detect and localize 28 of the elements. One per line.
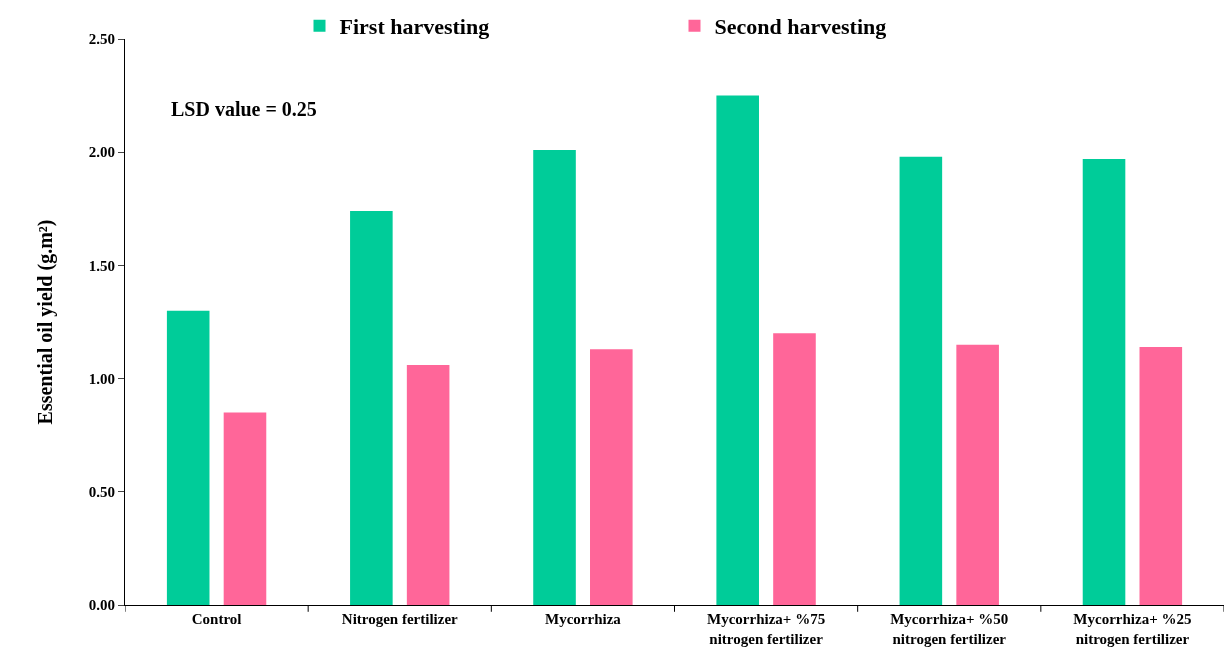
x-tick-label: Mycorrhiza+ %75 nitrogen fertilizer [707, 611, 826, 647]
bar [1139, 346, 1183, 605]
x-tick-label: Mycorrhiza [545, 611, 622, 627]
bar [956, 344, 999, 605]
bar [590, 349, 633, 605]
bar [773, 333, 816, 605]
y-tick-label: 1.50 [88, 257, 115, 274]
annotation: LSD value = 0.25 [171, 98, 317, 120]
bar [716, 95, 759, 605]
bar [223, 412, 267, 605]
y-tick-label: 1.00 [88, 370, 115, 387]
bar [406, 365, 450, 605]
bar [166, 310, 210, 605]
legend-label: First harvesting [339, 14, 490, 40]
legend-label: Second harvesting [714, 14, 887, 40]
bar [533, 149, 576, 605]
x-tick-label: Mycorrhiza+ %50 nitrogen fertilizer [890, 611, 1009, 647]
x-tick-label: Nitrogen fertilizer [341, 611, 459, 627]
y-tick-label: 0.50 [88, 484, 115, 501]
x-tick-label: Mycorrhiza+ %25 nitrogen fertilizer [1073, 611, 1192, 647]
y-tick-label: 2.50 [88, 31, 115, 48]
y-tick-label: 0.00 [88, 597, 115, 614]
y-tick-label: 2.00 [88, 144, 115, 161]
y-axis-title: Essential oil yield (g.m²) [34, 219, 58, 425]
bar [1082, 158, 1126, 605]
bar [350, 211, 393, 605]
bar [899, 156, 943, 605]
x-tick-label: Control [191, 611, 242, 627]
